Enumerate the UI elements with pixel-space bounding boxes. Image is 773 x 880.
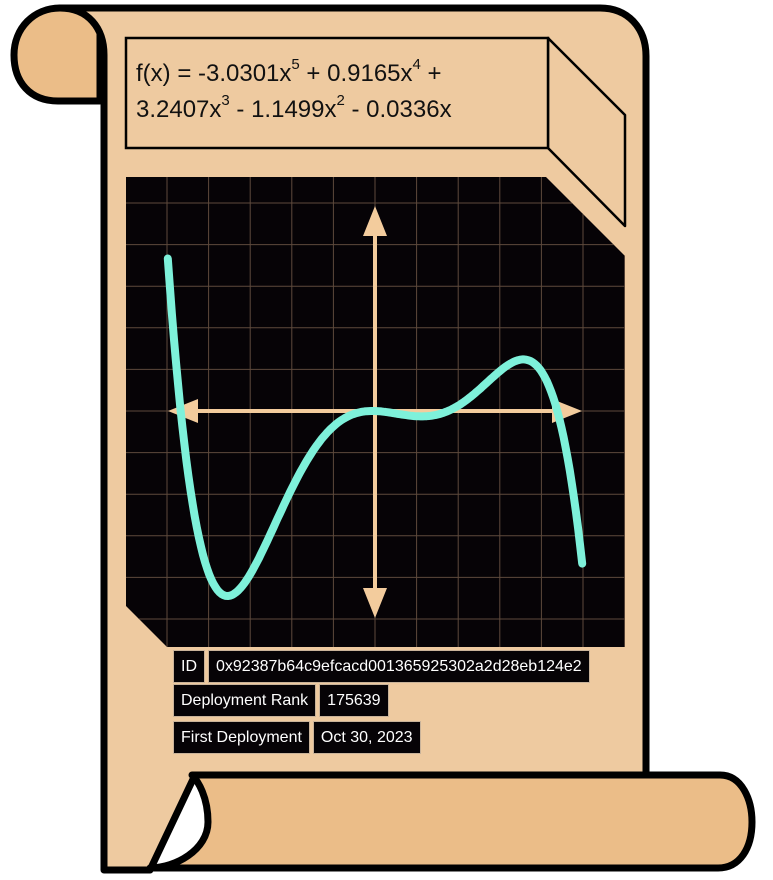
- first-deployment-label: First Deployment: [173, 721, 310, 754]
- deployment-rank-row: Deployment Rank 175639: [170, 681, 392, 720]
- formula-line-2: 3.2407x3 - 1.1499x2 - 0.0336x: [136, 92, 546, 128]
- formula-term: f(x) = -3.0301x: [136, 60, 292, 87]
- formula-term: +: [420, 60, 442, 87]
- id-row: ID 0x92387b64c9efcacd001365925302a2d28eb…: [170, 647, 593, 686]
- formula-text: f(x) = -3.0301x5 + 0.9165x4 + 3.2407x3 -…: [126, 38, 546, 146]
- formula-term: - 0.0336x: [344, 96, 452, 123]
- scroll-top-curl: [10, 4, 104, 105]
- formula-term: 3.2407x: [136, 96, 222, 123]
- formula-panel: [124, 36, 550, 150]
- formula-term: + 0.9165x: [299, 60, 413, 87]
- scroll-bottom-roll: [146, 771, 756, 872]
- formula-term: - 1.1499x: [229, 96, 337, 123]
- first-deployment-row: First Deployment Oct 30, 2023: [170, 718, 424, 757]
- formula-line-1: f(x) = -3.0301x5 + 0.9165x4 +: [136, 56, 546, 92]
- deployment-rank-value: 175639: [319, 684, 389, 717]
- deployment-rank-label: Deployment Rank: [173, 684, 317, 717]
- first-deployment-value: Oct 30, 2023: [312, 721, 421, 754]
- formula-exponent: 2: [336, 92, 345, 109]
- formula-exponent: 3: [221, 92, 230, 109]
- id-value: 0x92387b64c9efcacd001365925302a2d28eb124…: [208, 650, 590, 683]
- function-curve: [163, 254, 587, 600]
- y-axis-top-arrow: [363, 206, 387, 236]
- y-axis-bottom-arrow: [363, 588, 387, 618]
- id-label: ID: [173, 650, 205, 683]
- formula-exponent: 4: [412, 56, 421, 73]
- formula-exponent: 5: [291, 56, 300, 73]
